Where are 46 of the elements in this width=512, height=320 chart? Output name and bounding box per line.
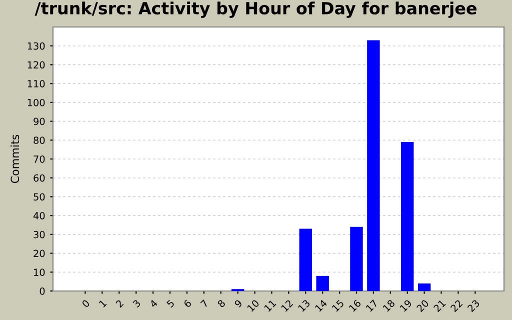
x-tick-label: 22 bbox=[450, 299, 463, 312]
x-tick-label: 5 bbox=[166, 299, 175, 308]
x-tick-label: 1 bbox=[98, 299, 107, 308]
bar bbox=[316, 276, 329, 291]
chart-title: /trunk/src: Activity by Hour of Day for banerjee bbox=[34, 2, 476, 18]
x-tick-label: 14 bbox=[314, 299, 328, 312]
y-tick-label: 30 bbox=[34, 230, 45, 238]
x-tick-label: 4 bbox=[149, 299, 158, 308]
x-tick-label: 7 bbox=[200, 299, 209, 308]
x-tick-label: 8 bbox=[217, 299, 226, 308]
y-tick-label: 70 bbox=[34, 155, 45, 163]
x-tick-label: 9 bbox=[234, 299, 243, 308]
x-tick-label: 3 bbox=[132, 299, 141, 308]
x-tick-label: 19 bbox=[399, 299, 412, 312]
x-tick-label: 17 bbox=[366, 299, 378, 312]
x-tick-label: 23 bbox=[467, 299, 480, 312]
y-tick-label: 20 bbox=[34, 250, 45, 258]
bar bbox=[401, 142, 414, 291]
x-tick-label: 13 bbox=[298, 299, 310, 312]
y-tick-label: 50 bbox=[34, 193, 45, 201]
y-tick-label: 90 bbox=[34, 118, 45, 126]
x-tick-label: 16 bbox=[348, 299, 362, 312]
y-tick-label: 110 bbox=[28, 80, 45, 88]
bar bbox=[350, 226, 363, 291]
y-tick-label: 80 bbox=[34, 136, 45, 144]
y-tick-label: 100 bbox=[28, 98, 45, 106]
x-tick-label: 10 bbox=[246, 299, 260, 312]
y-tick-label: 0 bbox=[40, 287, 45, 295]
bar bbox=[367, 40, 380, 291]
x-tick-label: 20 bbox=[416, 299, 430, 312]
x-tick-label: 6 bbox=[183, 299, 192, 308]
x-tick-label: 11 bbox=[264, 299, 276, 312]
bar bbox=[418, 283, 431, 291]
x-tick-label: 21 bbox=[433, 299, 446, 312]
x-tick-label: 15 bbox=[332, 299, 344, 312]
x-tick-label: 0 bbox=[81, 299, 90, 308]
y-tick-label: 40 bbox=[33, 212, 45, 220]
x-tick-label: 12 bbox=[280, 299, 294, 312]
y-tick-label: 10 bbox=[34, 268, 45, 276]
x-tick-label: 18 bbox=[382, 299, 396, 312]
y-axis-title: Commits bbox=[10, 134, 20, 184]
y-tick-label: 60 bbox=[34, 174, 45, 182]
bar bbox=[299, 228, 312, 291]
y-tick-label: 130 bbox=[28, 42, 45, 50]
y-tick-label: 120 bbox=[28, 61, 45, 69]
x-tick-label: 2 bbox=[115, 299, 124, 308]
